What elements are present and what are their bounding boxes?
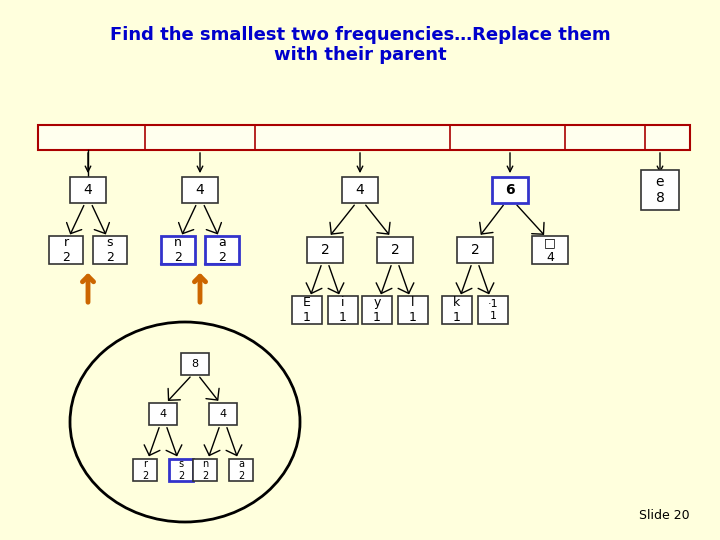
Bar <box>181 353 209 375</box>
Text: r
2: r 2 <box>142 459 148 481</box>
Text: E
1: E 1 <box>303 296 311 324</box>
Text: e
8: e 8 <box>656 175 665 205</box>
Bar <box>49 236 83 264</box>
Text: 2: 2 <box>320 243 329 257</box>
Text: 2: 2 <box>471 243 480 257</box>
Text: k
1: k 1 <box>453 296 461 324</box>
Bar <box>229 459 253 481</box>
Bar <box>442 296 472 324</box>
Bar <box>377 237 413 263</box>
Text: 4: 4 <box>84 183 92 197</box>
Bar <box>205 236 239 264</box>
Bar <box>292 296 322 324</box>
Bar <box>133 459 157 481</box>
Text: s
2: s 2 <box>178 459 184 481</box>
Text: 4: 4 <box>356 183 364 197</box>
Bar <box>641 170 679 210</box>
Text: a
2: a 2 <box>238 459 244 481</box>
Text: 8: 8 <box>192 359 199 369</box>
Bar <box>161 236 195 264</box>
Bar <box>209 403 237 425</box>
Text: l
1: l 1 <box>409 296 417 324</box>
Text: i
1: i 1 <box>339 296 347 324</box>
Text: s
2: s 2 <box>106 236 114 264</box>
Bar <box>492 177 528 203</box>
Text: y
1: y 1 <box>373 296 381 324</box>
Bar <box>93 236 127 264</box>
Bar <box>398 296 428 324</box>
Text: □
4: □ 4 <box>544 236 556 264</box>
Text: Slide 20: Slide 20 <box>639 509 690 522</box>
Bar <box>307 237 343 263</box>
Bar <box>457 237 493 263</box>
Text: ·1
1: ·1 1 <box>487 299 498 321</box>
Text: n
2: n 2 <box>174 236 182 264</box>
Bar <box>70 177 106 203</box>
Text: Find the smallest two frequencies…Replace them
with their parent: Find the smallest two frequencies…Replac… <box>109 25 611 64</box>
Bar <box>38 125 690 150</box>
Bar <box>169 459 193 481</box>
Text: a
2: a 2 <box>218 236 226 264</box>
Text: 4: 4 <box>159 409 166 419</box>
Bar <box>328 296 358 324</box>
Bar <box>149 403 177 425</box>
Bar <box>478 296 508 324</box>
Bar <box>532 236 568 264</box>
Text: 2: 2 <box>391 243 400 257</box>
Text: 4: 4 <box>220 409 227 419</box>
Text: n
2: n 2 <box>202 459 208 481</box>
Bar <box>342 177 378 203</box>
Bar <box>193 459 217 481</box>
Text: r
2: r 2 <box>62 236 70 264</box>
Bar <box>362 296 392 324</box>
Text: 4: 4 <box>196 183 204 197</box>
Bar <box>182 177 218 203</box>
Text: 6: 6 <box>505 183 515 197</box>
